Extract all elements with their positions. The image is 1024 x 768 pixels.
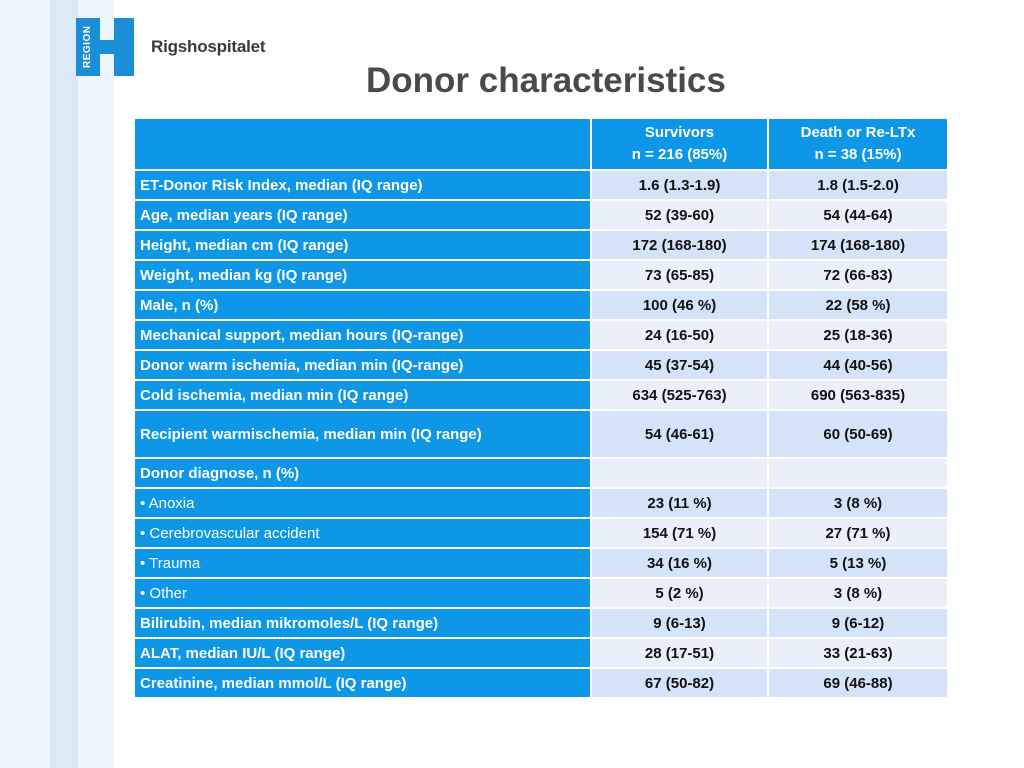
brand-name: Rigshospitalet <box>151 37 266 56</box>
death-value: 5 (13 %) <box>767 547 949 579</box>
table-row: Weight, median kg (IQ range) 73 (65-85) … <box>133 259 949 291</box>
header-death: Death or Re-LTx n = 38 (15%) <box>767 117 949 171</box>
death-value: 1.8 (1.5-2.0) <box>767 169 949 201</box>
region-logo: REGION <box>76 18 134 76</box>
survivors-value: 73 (65-85) <box>590 259 769 291</box>
row-label: Cold ischemia, median min (IQ range) <box>133 379 592 411</box>
table-row: • Other 5 (2 %) 3 (8 %) <box>133 577 949 609</box>
survivors-value: 24 (16-50) <box>590 319 769 351</box>
survivors-value: 52 (39-60) <box>590 199 769 231</box>
survivors-value: 100 (46 %) <box>590 289 769 321</box>
survivors-value: 45 (37-54) <box>590 349 769 381</box>
row-label: Male, n (%) <box>133 289 592 321</box>
death-value: 3 (8 %) <box>767 577 949 609</box>
header-cell-empty <box>133 117 592 171</box>
survivors-value: 54 (46-61) <box>590 409 769 459</box>
row-label: Height, median cm (IQ range) <box>133 229 592 261</box>
header-death-title: Death or Re-LTx <box>800 124 916 141</box>
death-value: 69 (46-88) <box>767 667 949 699</box>
table-row: • Cerebrovascular accident 154 (71 %) 27… <box>133 517 949 549</box>
table-row: Age, median years (IQ range) 52 (39-60) … <box>133 199 949 231</box>
survivors-value: 5 (2 %) <box>590 577 769 609</box>
survivors-value: 634 (525-763) <box>590 379 769 411</box>
death-value: 25 (18-36) <box>767 319 949 351</box>
table-row: Height, median cm (IQ range) 172 (168-18… <box>133 229 949 261</box>
row-label: Weight, median kg (IQ range) <box>133 259 592 291</box>
death-value: 22 (58 %) <box>767 289 949 321</box>
survivors-value: 154 (71 %) <box>590 517 769 549</box>
table-row: • Anoxia 23 (11 %) 3 (8 %) <box>133 487 949 519</box>
survivors-value: 34 (16 %) <box>590 547 769 579</box>
logo-text: REGION <box>82 25 93 69</box>
death-value <box>767 457 949 489</box>
survivors-value <box>590 457 769 489</box>
header-survivors-title: Survivors <box>644 124 715 141</box>
death-value: 60 (50-69) <box>767 409 949 459</box>
table-row: ET-Donor Risk Index, median (IQ range) 1… <box>133 169 949 201</box>
row-label: • Cerebrovascular accident <box>133 517 592 549</box>
table-row: Male, n (%) 100 (46 %) 22 (58 %) <box>133 289 949 321</box>
survivors-value: 23 (11 %) <box>590 487 769 519</box>
row-label: • Anoxia <box>133 487 592 519</box>
survivors-value: 67 (50-82) <box>590 667 769 699</box>
row-label: ALAT, median IU/L (IQ range) <box>133 637 592 669</box>
row-label: Mechanical support, median hours (IQ-ran… <box>133 319 592 351</box>
table-row: Bilirubin, median mikromoles/L (IQ range… <box>133 607 949 639</box>
death-value: 72 (66-83) <box>767 259 949 291</box>
row-label: Donor warm ischemia, median min (IQ-rang… <box>133 349 592 381</box>
header-survivors-count: n = 216 (85%) <box>631 146 728 163</box>
survivors-value: 28 (17-51) <box>590 637 769 669</box>
death-value: 3 (8 %) <box>767 487 949 519</box>
background-stripe <box>0 0 50 768</box>
death-value: 27 (71 %) <box>767 517 949 549</box>
row-label: Recipient warmischemia, median min (IQ r… <box>133 409 592 459</box>
death-value: 9 (6-12) <box>767 607 949 639</box>
table-row: ALAT, median IU/L (IQ range) 28 (17-51) … <box>133 637 949 669</box>
death-value: 174 (168-180) <box>767 229 949 261</box>
row-label: Age, median years (IQ range) <box>133 199 592 231</box>
table-row: Mechanical support, median hours (IQ-ran… <box>133 319 949 351</box>
background-stripe <box>50 0 78 768</box>
death-value: 33 (21-63) <box>767 637 949 669</box>
row-label: Donor diagnose, n (%) <box>133 457 592 489</box>
table-header-row: Survivors n = 216 (85%) Death or Re-LTx … <box>133 117 949 171</box>
header-survivors: Survivors n = 216 (85%) <box>590 117 769 171</box>
death-value: 44 (40-56) <box>767 349 949 381</box>
table-row: Cold ischemia, median min (IQ range) 634… <box>133 379 949 411</box>
table-row: Creatinine, median mmol/L (IQ range) 67 … <box>133 667 949 699</box>
row-label: Creatinine, median mmol/L (IQ range) <box>133 667 592 699</box>
donor-characteristics-table: Survivors n = 216 (85%) Death or Re-LTx … <box>133 117 949 699</box>
header-death-count: n = 38 (15%) <box>814 146 902 163</box>
page-title: Donor characteristics <box>366 61 726 100</box>
death-value: 690 (563-835) <box>767 379 949 411</box>
table-row: Donor diagnose, n (%) <box>133 457 949 489</box>
death-value: 54 (44-64) <box>767 199 949 231</box>
table-row: Donor warm ischemia, median min (IQ-rang… <box>133 349 949 381</box>
row-label: ET-Donor Risk Index, median (IQ range) <box>133 169 592 201</box>
survivors-value: 9 (6-13) <box>590 607 769 639</box>
background-stripe <box>78 0 114 768</box>
table-row: • Trauma 34 (16 %) 5 (13 %) <box>133 547 949 579</box>
region-h-logo-icon <box>76 18 134 76</box>
survivors-value: 1.6 (1.3-1.9) <box>590 169 769 201</box>
survivors-value: 172 (168-180) <box>590 229 769 261</box>
table-row: Recipient warmischemia, median min (IQ r… <box>133 409 949 459</box>
row-label: • Other <box>133 577 592 609</box>
row-label: • Trauma <box>133 547 592 579</box>
row-label: Bilirubin, median mikromoles/L (IQ range… <box>133 607 592 639</box>
